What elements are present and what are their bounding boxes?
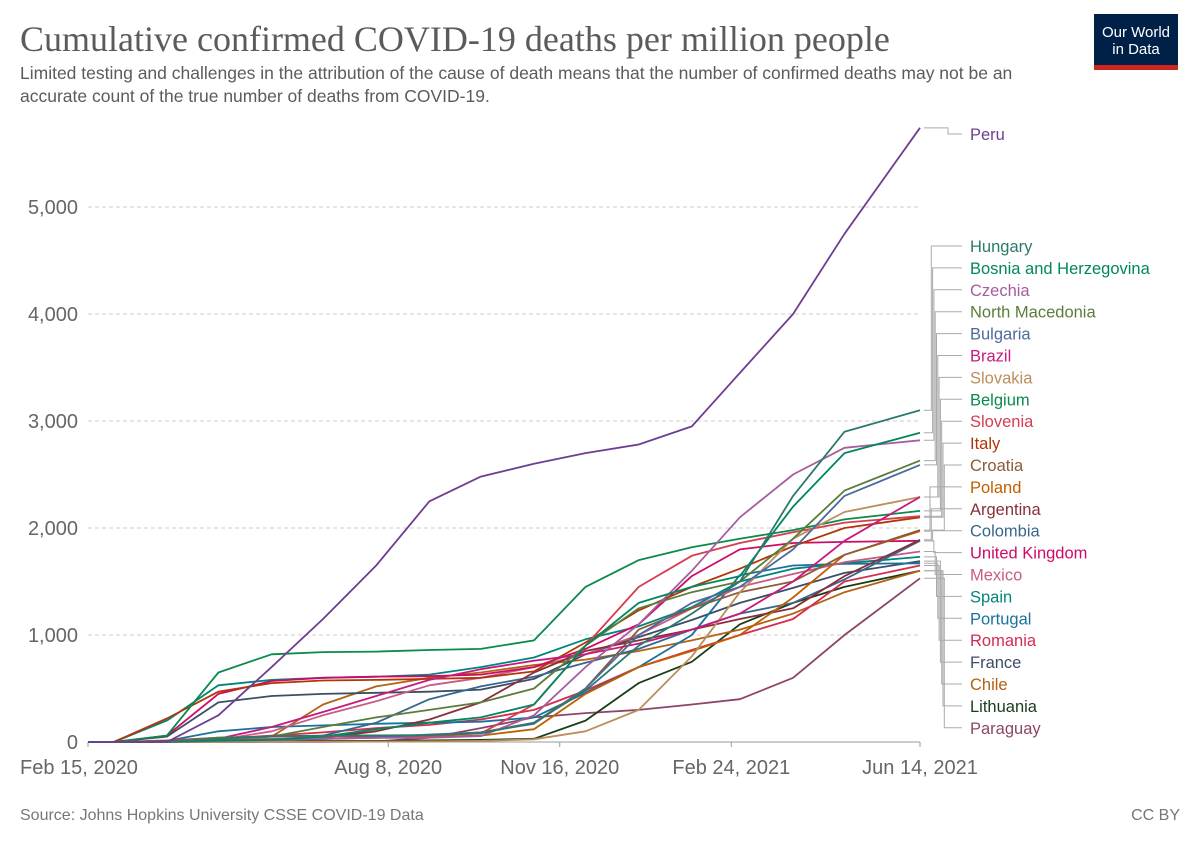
legend-connector xyxy=(924,556,962,597)
legend-label-chile[interactable]: Chile xyxy=(970,676,1008,694)
source-note: Source: Johns Hopkins University CSSE CO… xyxy=(20,807,424,824)
x-tick-label: Feb 15, 2020 xyxy=(20,757,138,779)
legend-label-romania[interactable]: Romania xyxy=(970,632,1037,650)
series-line-croatia xyxy=(88,529,921,743)
legend-connector xyxy=(924,420,962,517)
series-line-hungary xyxy=(88,409,921,743)
legend-label-bosnia-and-herzegovina[interactable]: Bosnia and Herzegovina xyxy=(970,260,1151,278)
legend-connector xyxy=(924,540,962,554)
series-line-spain xyxy=(88,556,921,743)
legend-label-argentina[interactable]: Argentina xyxy=(970,501,1041,519)
series-line-italy xyxy=(88,516,921,743)
chart-title: Cumulative confirmed COVID-19 deaths per… xyxy=(20,19,890,59)
legend-connector xyxy=(924,486,962,532)
legend-connector xyxy=(924,564,962,641)
series-line-belgium xyxy=(88,510,921,743)
y-tick-label: 3,000 xyxy=(28,411,78,433)
legend-label-paraguay[interactable]: Paraguay xyxy=(970,720,1041,738)
legend-connector xyxy=(924,311,962,462)
legend-connector xyxy=(924,398,962,512)
legend-label-belgium[interactable]: Belgium xyxy=(970,391,1030,409)
series-line-bulgaria xyxy=(88,464,921,743)
license-link[interactable]: CC BY xyxy=(1131,807,1180,824)
x-tick-label: Jun 14, 2021 xyxy=(862,757,978,779)
legend-connector xyxy=(924,127,962,135)
y-tick-label: 4,000 xyxy=(28,304,78,326)
legend-label-lithuania[interactable]: Lithuania xyxy=(970,698,1038,716)
legend-connector xyxy=(924,570,962,707)
x-tick-label: Feb 24, 2021 xyxy=(672,757,790,779)
y-tick-label: 5,000 xyxy=(28,197,78,219)
legend-connector xyxy=(924,333,962,466)
legend-label-croatia[interactable]: Croatia xyxy=(970,457,1024,475)
legend-label-portugal[interactable]: Portugal xyxy=(970,610,1031,628)
legend-connector xyxy=(924,464,962,531)
x-tick-label: Nov 16, 2020 xyxy=(500,757,619,779)
x-tick-label: Aug 8, 2020 xyxy=(334,757,442,779)
y-tick-label: 2,000 xyxy=(28,518,78,540)
legend-label-peru[interactable]: Peru xyxy=(970,126,1005,144)
legend-connector xyxy=(924,289,962,441)
series-line-france xyxy=(88,560,921,743)
legend-connector xyxy=(924,577,962,729)
legend-label-czechia[interactable]: Czechia xyxy=(970,282,1030,300)
legend-connector xyxy=(924,267,962,434)
legend-connector xyxy=(924,562,962,619)
logo-line1: Our World xyxy=(1101,24,1171,41)
legend-label-hungary[interactable]: Hungary xyxy=(970,238,1033,256)
logo-line2: in Data xyxy=(1112,41,1160,58)
series-line-poland xyxy=(88,530,921,743)
y-tick-label: 1,000 xyxy=(28,625,78,647)
legend-label-slovenia[interactable]: Slovenia xyxy=(970,413,1034,431)
series-line-romania xyxy=(88,564,921,743)
series-line-united-kingdom xyxy=(88,539,921,743)
legend-label-mexico[interactable]: Mexico xyxy=(970,567,1022,585)
legend-label-italy[interactable]: Italy xyxy=(970,435,1001,453)
legend-label-france[interactable]: France xyxy=(970,654,1021,672)
legend-connector xyxy=(924,376,962,498)
series-line-slovenia xyxy=(88,515,921,743)
legend-label-north-macedonia[interactable]: North Macedonia xyxy=(970,304,1096,322)
legend-connector xyxy=(924,442,962,518)
series-line-portugal xyxy=(88,562,921,743)
legend-connector xyxy=(924,245,962,411)
owid-logo[interactable]: Our World in Data xyxy=(1094,14,1178,70)
legend-label-colombia[interactable]: Colombia xyxy=(970,523,1041,541)
legend-connector xyxy=(924,560,962,663)
chart-subtitle: Limited testing and challenges in the at… xyxy=(20,63,1013,106)
legend-label-bulgaria[interactable]: Bulgaria xyxy=(970,326,1031,344)
y-tick-label: 0 xyxy=(67,732,78,754)
legend-label-spain[interactable]: Spain xyxy=(970,588,1012,606)
legend-label-slovakia[interactable]: Slovakia xyxy=(970,369,1033,387)
series-line-peru xyxy=(88,127,921,743)
legend-label-brazil[interactable]: Brazil xyxy=(970,348,1011,366)
legend-connector xyxy=(924,508,962,541)
legend-label-united-kingdom[interactable]: United Kingdom xyxy=(970,545,1087,563)
legend-label-poland[interactable]: Poland xyxy=(970,479,1021,497)
